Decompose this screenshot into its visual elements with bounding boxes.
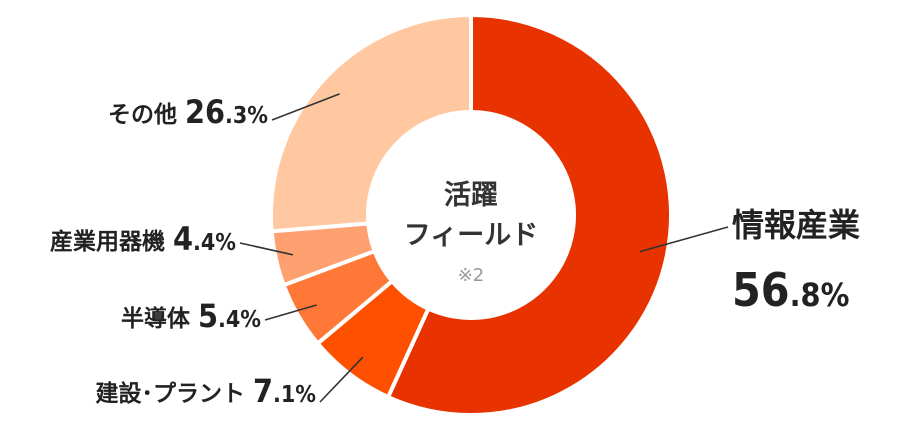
value-dec: .8% bbox=[790, 276, 850, 314]
value-int: 5 bbox=[198, 297, 218, 335]
center-label-line-2: フィールド bbox=[404, 220, 538, 251]
slice-5 bbox=[269, 12, 473, 234]
center-note: ※2 bbox=[458, 265, 485, 286]
value-int: 4 bbox=[173, 220, 193, 258]
center-label-line-1: 活躍 bbox=[444, 180, 498, 211]
slice-label-name-5: その他 bbox=[108, 102, 177, 128]
leader-line-5 bbox=[271, 93, 340, 121]
slice-label-name-1: 情報産業 bbox=[732, 206, 860, 244]
value-dec: .1% bbox=[273, 382, 316, 408]
slice-label-value-4: 4.4% bbox=[173, 220, 236, 258]
leader-lines bbox=[239, 93, 729, 403]
donut-slices bbox=[269, 12, 673, 417]
slice-label-value-3: 5.4% bbox=[198, 297, 261, 335]
value-dec: .4% bbox=[218, 307, 261, 333]
leader-line-4 bbox=[239, 242, 294, 256]
value-int: 26 bbox=[185, 93, 225, 131]
value-int: 7 bbox=[253, 372, 273, 410]
value-dec: .4% bbox=[193, 230, 236, 256]
value-dec: .3% bbox=[225, 103, 268, 129]
leader-line-2 bbox=[319, 356, 364, 403]
leader-line-1 bbox=[639, 226, 729, 253]
slice-label-name-3: 半導体 bbox=[121, 305, 191, 332]
slice-label-value-1: 56.8% bbox=[732, 263, 849, 317]
slice-label-value-5: 26.3% bbox=[185, 93, 268, 131]
slice-1 bbox=[385, 12, 673, 417]
slice-label-value-2: 7.1% bbox=[253, 372, 316, 410]
slice-label-name-4: 産業用器機 bbox=[50, 228, 165, 255]
slice-label-name-2: 建設･プラント bbox=[95, 380, 245, 407]
leader-line-3 bbox=[264, 304, 317, 321]
value-int: 56 bbox=[732, 263, 790, 317]
